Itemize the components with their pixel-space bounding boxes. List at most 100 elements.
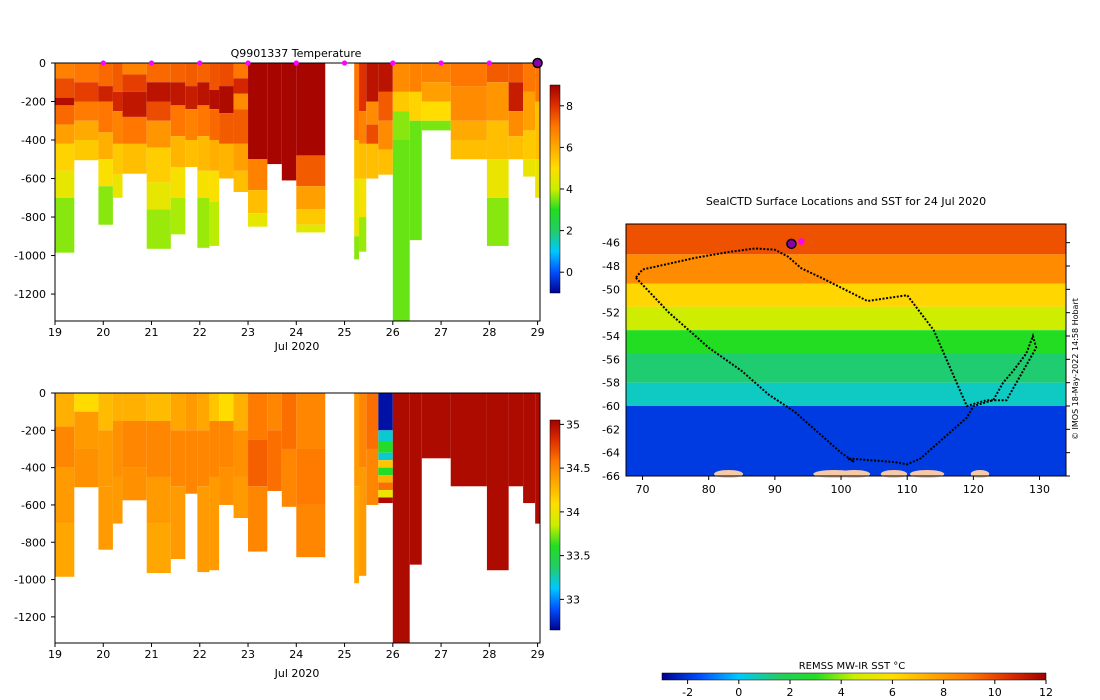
- sst-map-panel: SealCTD Surface Locations and SST for 24…: [602, 195, 1070, 699]
- salinity-cell-11-2: [233, 476, 249, 518]
- salinity-y-tick-label: -1200: [14, 611, 46, 624]
- temperature-cell-23-0: [450, 63, 487, 87]
- temperature-cell-24-3: [486, 159, 509, 198]
- salinity-cell-23-0: [450, 393, 487, 487]
- temperature-cell-0-2: [55, 97, 75, 106]
- salinity-cell-11-1: [233, 430, 249, 477]
- salinity-cell-5-1: [146, 420, 171, 477]
- temperature-cell-16-2: [354, 178, 360, 237]
- salinity-cell-1-2: [74, 448, 99, 488]
- temperature-cell-8-4: [197, 170, 210, 198]
- sst-band: [626, 254, 1066, 284]
- temperature-cell-17-0: [359, 63, 367, 112]
- salinity-cell-10-1: [219, 420, 234, 468]
- salinity-cell-19-0: [378, 393, 393, 431]
- profile-marker: [486, 60, 492, 66]
- temperature-cell-24-2: [486, 120, 509, 160]
- temperature-y-tick-label: -1000: [14, 250, 46, 263]
- salinity-cell-2-0: [98, 393, 113, 431]
- salinity-cell-24-0: [486, 393, 509, 571]
- profile-marker: [100, 60, 106, 66]
- temperature-cell-12-0: [248, 63, 268, 160]
- salinity-cell-19-8: [378, 490, 393, 498]
- temperature-cell-11-1: [233, 78, 249, 94]
- land-patch: [880, 470, 908, 478]
- temperature-cell-15-2: [296, 186, 326, 210]
- salinity-cell-19-6: [378, 475, 393, 483]
- temperature-cell-21-0: [409, 63, 422, 92]
- salinity-cell-25-0: [508, 393, 524, 487]
- temperature-cell-0-4: [55, 124, 75, 144]
- salinity-cell-0-1: [55, 426, 75, 468]
- temperature-cell-12-1: [248, 159, 268, 191]
- temperature-colorbar-tick-label: 2: [566, 225, 573, 238]
- temperature-cell-8-1: [197, 82, 210, 106]
- temperature-cell-2-5: [98, 186, 113, 225]
- temperature-cell-27-2: [535, 159, 540, 198]
- map-y-tick-label: -58: [602, 377, 620, 390]
- profile-marker: [197, 60, 203, 66]
- temperature-cell-0-0: [55, 63, 75, 79]
- map-x-tick-label: 80: [702, 483, 716, 496]
- temperature-cell-5-5: [146, 182, 171, 210]
- temperature-cell-9-4: [209, 170, 220, 202]
- map-title: SealCTD Surface Locations and SST for 24…: [706, 195, 986, 208]
- temperature-cell-6-4: [170, 166, 186, 198]
- salinity-cell-1-1: [74, 411, 99, 449]
- land-patch: [714, 470, 744, 478]
- salinity-x-tick-label: 20: [96, 648, 110, 661]
- temperature-cell-19-1: [378, 91, 393, 121]
- map-y-tick-label: -46: [602, 237, 620, 250]
- temperature-cell-22-1: [421, 82, 451, 102]
- temperature-cell-5-0: [146, 63, 171, 83]
- temperature-cell-5-3: [146, 120, 171, 148]
- temperature-cell-26-1: [523, 91, 536, 131]
- temperature-cell-10-3: [219, 143, 234, 179]
- map-x-tick-label: 120: [963, 483, 984, 496]
- sst-colorbar-tick-label: 8: [940, 686, 947, 699]
- temperature-cell-22-2: [421, 101, 451, 121]
- temperature-cell-17-4: [359, 217, 367, 252]
- map-x-tick-label: 70: [636, 483, 650, 496]
- temperature-cell-6-5: [170, 197, 186, 235]
- salinity-colorbar-tick-label: 33: [566, 593, 580, 606]
- temperature-cell-1-2: [74, 101, 99, 121]
- temperature-cell-20-3: [392, 140, 410, 321]
- salinity-y-tick-label: -800: [21, 536, 46, 549]
- temperature-cell-6-0: [170, 63, 186, 83]
- profile-marker: [245, 60, 251, 66]
- salinity-colorbar-tick-label: 34.5: [566, 462, 591, 475]
- salinity-cell-3-1: [112, 420, 123, 477]
- temperature-x-tick-label: 29: [531, 326, 545, 339]
- temperature-x-tick-label: 20: [96, 326, 110, 339]
- salinity-cell-20-0: [392, 393, 410, 643]
- salinity-x-tick-label: 21: [145, 648, 159, 661]
- salinity-cell-19-3: [378, 452, 393, 461]
- temperature-cell-19-0: [378, 63, 393, 92]
- salinity-x-tick-label: 29: [531, 648, 545, 661]
- salinity-colorbar-tick-label: 35: [566, 418, 580, 431]
- salinity-panel: 19 20 21 22 23 24 25 26 27 28 29 0 -200 -400 -600 -800 -…: [14, 387, 590, 680]
- salinity-cell-9-1: [209, 420, 220, 477]
- profile-marker: [148, 60, 155, 66]
- temperature-cell-22-3: [421, 120, 451, 131]
- temperature-x-tick-label: 28: [482, 326, 496, 339]
- temperature-y-tick-label: -800: [21, 211, 46, 224]
- temperature-cell-25-1: [508, 82, 524, 112]
- temperature-cell-2-2: [98, 101, 113, 133]
- temperature-cell-25-3: [508, 136, 524, 160]
- sst-colorbar-tick-label: 12: [1039, 686, 1053, 699]
- map-y-tick-label: -48: [602, 260, 620, 273]
- temperature-x-tick-label: 24: [289, 326, 303, 339]
- temperature-cell-21-2: [409, 120, 422, 241]
- temperature-cell-15-1: [296, 155, 326, 187]
- track-start-marker: [786, 238, 797, 250]
- temperature-cell-11-5: [233, 170, 249, 192]
- temperature-cell-1-0: [74, 63, 99, 83]
- temperature-cell-16-1: [354, 140, 360, 179]
- profile-marker: [390, 60, 396, 66]
- salinity-colorbar-tick-label: 34: [566, 506, 580, 519]
- salinity-cell-10-2: [219, 467, 234, 505]
- temperature-cell-0-3: [55, 105, 75, 125]
- temperature-cell-6-1: [170, 82, 186, 106]
